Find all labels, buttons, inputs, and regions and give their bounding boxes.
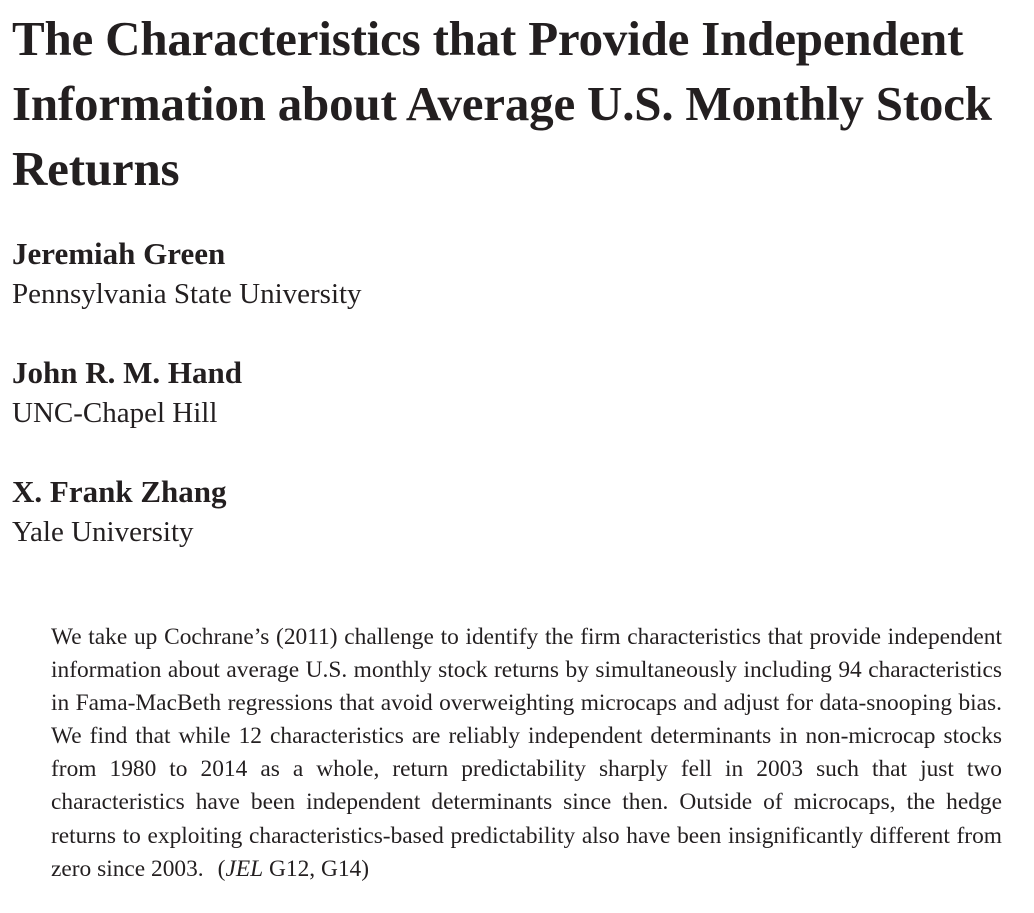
author-name: John R. M. Hand xyxy=(12,355,242,390)
abstract-text: We take up Cochrane’s (2011) challenge t… xyxy=(51,624,1002,882)
author-affiliation: Pennsylvania State University xyxy=(12,278,362,310)
jel-classification: (JEL G12, G14) xyxy=(218,856,369,882)
jel-open-paren: ( xyxy=(217,855,226,882)
author-block: Jeremiah Green Pennsylvania State Univer… xyxy=(12,236,362,316)
author-affiliation: UNC-Chapel Hill xyxy=(12,397,218,429)
jel-codes: G12, G14 xyxy=(268,855,362,882)
author-block: X. Frank Zhang Yale University xyxy=(12,474,226,554)
abstract: We take up Cochrane’s (2011) challenge t… xyxy=(51,621,1002,886)
jel-label: JEL xyxy=(225,855,264,882)
author-name: X. Frank Zhang xyxy=(12,474,227,509)
author-affiliation: Yale University xyxy=(12,516,194,548)
author-name: Jeremiah Green xyxy=(12,236,226,271)
author-block: John R. M. Hand UNC-Chapel Hill xyxy=(12,355,242,435)
jel-close-paren: ) xyxy=(361,855,370,882)
paper-title: The Characteristics that Provide Indepen… xyxy=(12,11,992,196)
